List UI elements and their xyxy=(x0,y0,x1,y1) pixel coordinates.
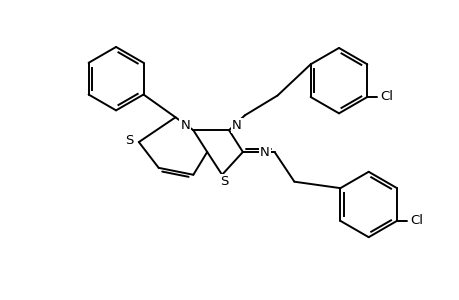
Text: S: S xyxy=(219,175,228,188)
Text: Cl: Cl xyxy=(409,214,422,227)
Text: N: N xyxy=(259,146,269,160)
Text: S: S xyxy=(124,134,133,147)
Text: N: N xyxy=(180,119,190,132)
Text: N: N xyxy=(231,119,241,132)
Text: Cl: Cl xyxy=(380,91,393,103)
